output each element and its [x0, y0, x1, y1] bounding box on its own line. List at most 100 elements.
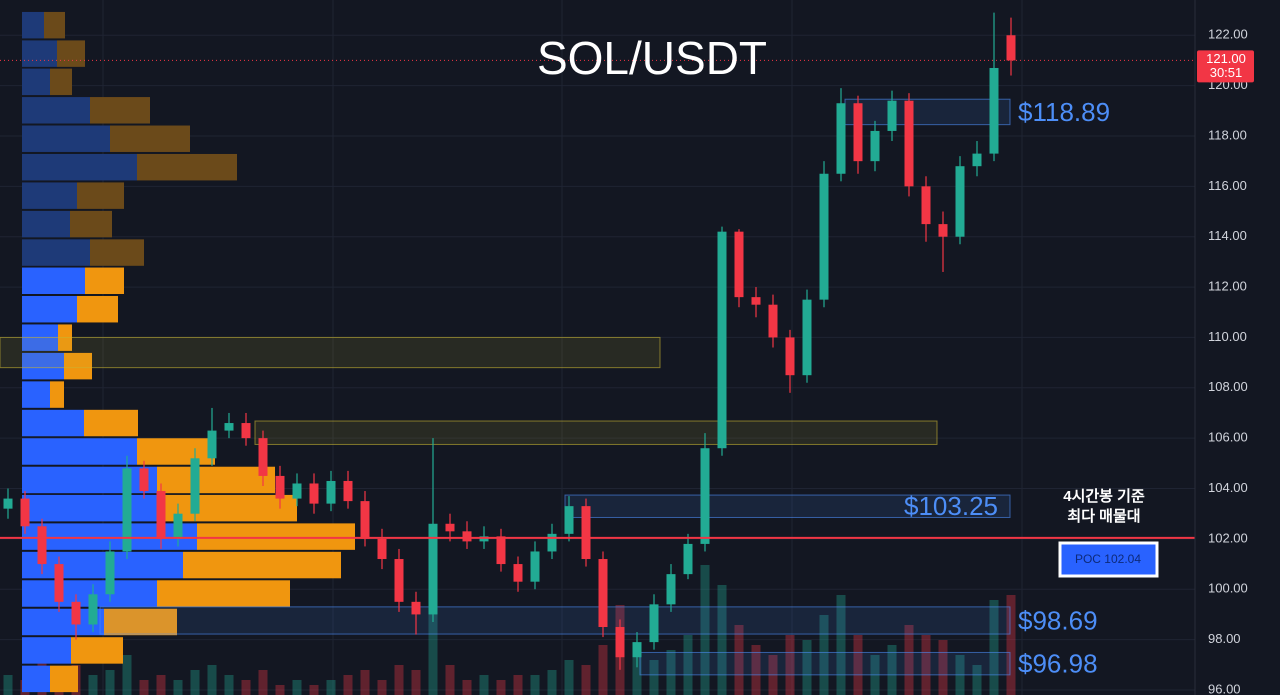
zone-label: $103.25 — [904, 491, 998, 521]
candle-body — [3, 498, 13, 509]
y-tick-label: 98.00 — [1208, 631, 1241, 646]
profile-buy — [22, 239, 90, 266]
candle-body — [122, 468, 132, 552]
y-tick-label: 118.00 — [1208, 127, 1247, 142]
zone-label: $96.98 — [1018, 649, 1098, 679]
volume-bar — [751, 645, 761, 695]
profile-sell — [90, 239, 144, 266]
y-tick-label: 116.00 — [1208, 178, 1247, 193]
candle-body — [377, 538, 387, 560]
volume-bar — [785, 635, 795, 695]
profile-buy — [22, 352, 64, 380]
candle-body — [938, 224, 948, 237]
volume-bar — [241, 680, 251, 695]
candle-body — [258, 438, 268, 476]
candle-body — [734, 231, 744, 298]
profile-buy — [22, 637, 71, 664]
volume-bar — [972, 665, 982, 695]
profile-sell — [50, 665, 78, 693]
profile-sell — [104, 608, 177, 636]
candle-body — [241, 423, 251, 439]
volume-bar — [445, 665, 455, 695]
zone-label: $98.69 — [1018, 605, 1098, 635]
candle-body — [853, 103, 863, 162]
profile-layer — [22, 11, 355, 693]
profile-buy — [22, 97, 90, 124]
profile-sell — [137, 153, 237, 181]
volume-bar — [887, 645, 897, 695]
profile-sell — [64, 352, 92, 380]
candle-body — [71, 601, 81, 625]
volume-bar — [853, 635, 863, 695]
profile-buy — [22, 381, 50, 408]
candle-body — [156, 491, 166, 539]
candle-body — [292, 483, 302, 499]
candle-body — [700, 448, 710, 544]
candle-body — [1006, 35, 1016, 61]
y-tick-label: 122.00 — [1208, 27, 1248, 42]
price-tag-countdown: 30:51 — [1210, 65, 1243, 80]
candle-body — [360, 501, 370, 539]
volume-bar — [649, 660, 659, 695]
volume-bar — [921, 635, 931, 695]
volume-bar — [819, 615, 829, 695]
volume-bar — [139, 680, 149, 695]
profile-sell — [84, 409, 138, 437]
y-tick-label: 102.00 — [1208, 530, 1248, 545]
candle-body — [717, 231, 727, 449]
profile-sell — [137, 438, 215, 465]
profile-buy — [22, 267, 85, 295]
y-tick-label: 96.00 — [1208, 681, 1241, 695]
candle-body — [615, 627, 625, 658]
price-zone — [99, 606, 1011, 635]
price-zone — [639, 651, 1011, 676]
profile-sell — [157, 580, 290, 607]
candle-body — [581, 506, 591, 560]
volume-bar — [411, 670, 421, 695]
candle-body — [836, 103, 846, 174]
profile-sell — [110, 125, 190, 152]
candle-body — [989, 67, 999, 154]
profile-buy — [22, 125, 110, 152]
profile-sell — [77, 295, 118, 323]
volume-bar — [1006, 595, 1016, 695]
volume-bar — [394, 665, 404, 695]
candle-body — [751, 297, 761, 305]
candle-body — [496, 536, 506, 565]
candle-body — [513, 564, 523, 582]
volume-bar — [3, 675, 13, 695]
volume-bar — [581, 665, 591, 695]
profile-buy — [22, 68, 50, 96]
candle-body — [309, 483, 319, 504]
profile-sell — [85, 267, 124, 295]
volume-bar — [938, 640, 948, 695]
poc-box — [1058, 541, 1159, 578]
candle-body — [88, 594, 98, 625]
price-zone — [254, 420, 938, 445]
candle-body — [479, 536, 489, 542]
volume-bar — [547, 670, 557, 695]
price-tag-value: 121.00 — [1206, 51, 1246, 66]
profile-buy — [22, 210, 70, 238]
candle-body — [955, 166, 965, 237]
volume-bar — [292, 680, 302, 695]
candle-body — [394, 559, 404, 602]
profile-buy — [22, 466, 157, 494]
candle-body — [632, 642, 642, 658]
candle-body — [904, 100, 914, 187]
price-zone — [0, 336, 661, 369]
candle-body — [105, 551, 115, 595]
profile-buy — [22, 438, 137, 465]
candle-layer — [3, 12, 1016, 670]
profile-sell — [70, 210, 112, 238]
volume-bar — [275, 685, 285, 695]
candle-body — [666, 574, 676, 605]
volume-bar — [700, 565, 710, 695]
candle-body — [190, 458, 200, 514]
candle-body — [207, 430, 217, 459]
candle-body — [921, 186, 931, 225]
candle-body — [530, 551, 540, 582]
volume-bar — [632, 655, 642, 695]
